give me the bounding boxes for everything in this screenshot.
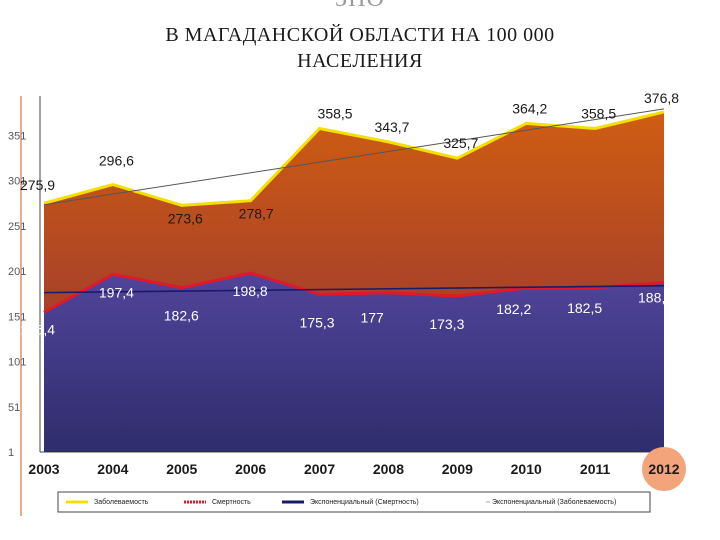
x-tick-label: 2011 xyxy=(580,461,611,477)
mortality-data-label: 198,8 xyxy=(233,283,268,299)
incidence-data-label: 358,5 xyxy=(318,106,353,122)
y-tick-label: 151 xyxy=(8,311,26,323)
mortality-data-label: 173,3 xyxy=(429,316,464,332)
x-tick-label: 2006 xyxy=(235,461,266,477)
page-title-top: ЗНО xyxy=(0,0,720,13)
mortality-area xyxy=(44,273,664,452)
mortality-data-label: 155,4 xyxy=(20,321,55,337)
legend-trend-incidence-label: Экспоненциальный (Заболеваемость) xyxy=(492,498,616,506)
incidence-line xyxy=(43,110,665,207)
legend-mortality-label: Смертность xyxy=(212,499,251,506)
y-tick-label: 1 xyxy=(8,447,14,459)
mortality-data-label: 175,3 xyxy=(300,314,335,330)
incidence-data-label: 296,6 xyxy=(99,153,134,169)
x-tick-label: 2012 xyxy=(648,461,679,477)
mortality-line xyxy=(43,271,665,314)
y-tick-label: 51 xyxy=(8,402,20,414)
page-title-line-2: НАСЕЛЕНИЯ xyxy=(297,50,423,72)
x-tick-label: 2008 xyxy=(373,461,404,477)
incidence-data-label: 358,5 xyxy=(581,106,616,122)
mortality-data-label: 177 xyxy=(360,310,384,326)
incidence-data-label: 364,2 xyxy=(512,100,547,116)
decorative-side-rule xyxy=(20,96,22,516)
y-tick-label: 301 xyxy=(8,176,26,188)
x-tick-label: 2003 xyxy=(28,461,59,477)
trendline-incidence xyxy=(43,108,665,206)
mortality-data-label: 182,6 xyxy=(164,308,199,324)
mortality-data-label: 197,4 xyxy=(99,284,134,300)
mortality-data-label: 182,5 xyxy=(567,300,602,316)
x-tick-label: 2009 xyxy=(442,461,473,477)
incidence-data-label: 275,9 xyxy=(20,177,55,193)
x-tick-label: 2007 xyxy=(304,461,335,477)
x-tick-label: 2010 xyxy=(511,461,542,477)
incidence-data-label: 278,7 xyxy=(239,206,274,222)
incidence-data-label: 325,7 xyxy=(443,135,478,151)
incidence-data-label: 273,6 xyxy=(168,210,203,226)
y-tick-label: 101 xyxy=(8,357,26,369)
mortality-data-label: 182,2 xyxy=(496,301,531,317)
mortality-data-label: 188,4 xyxy=(638,289,673,305)
y-tick-label: 351 xyxy=(8,130,26,142)
x-tick-label: 2005 xyxy=(166,461,197,477)
incidence-data-label: 376,8 xyxy=(644,90,679,106)
page-title-line-1: В МАГАДАНСКОЙ ОБЛАСТИ НА 100 000 xyxy=(165,24,555,46)
incidence-data-label: 343,7 xyxy=(374,119,409,135)
legend-trend-mortality-label: Экспоненциальный (Смертность) xyxy=(310,498,419,506)
x-tick-label: 2004 xyxy=(97,461,128,477)
y-tick-label: 201 xyxy=(8,266,26,278)
trendline-mortality xyxy=(43,284,665,294)
legend-incidence-label: Заболеваемость xyxy=(94,498,149,506)
highlight-circle-2012 xyxy=(642,447,686,491)
legend-box xyxy=(57,491,651,513)
y-tick-label: 251 xyxy=(8,221,26,233)
